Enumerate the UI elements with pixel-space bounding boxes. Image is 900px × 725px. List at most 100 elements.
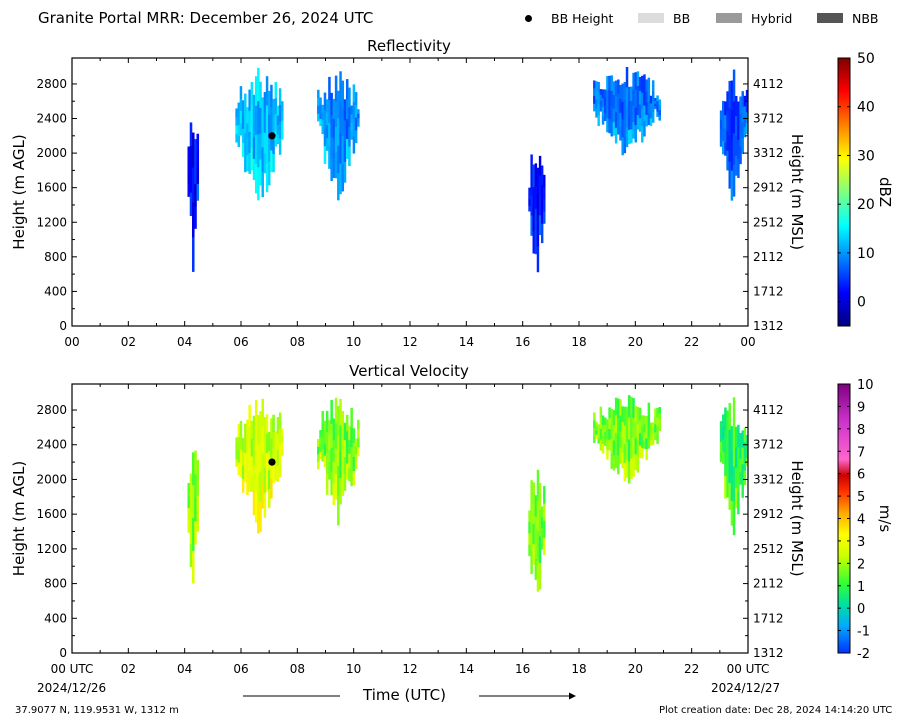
echo-cell (645, 448, 648, 461)
echo-cell (623, 443, 627, 463)
echo-cell (323, 432, 327, 445)
echo-cell (641, 92, 644, 110)
colorbar-tick-label: 40 (857, 100, 875, 116)
echo-cell (330, 447, 333, 472)
echo-cell (724, 128, 727, 143)
nbb-swatch-icon (817, 13, 843, 23)
echo-cell (268, 488, 271, 509)
echo-cell (743, 126, 747, 138)
x-tick-label: 20 (628, 335, 643, 349)
echo-cell (732, 466, 736, 501)
echo-cell (630, 437, 633, 459)
echo-cell (352, 101, 356, 120)
echo-cell (272, 448, 275, 467)
echo-cell (599, 439, 603, 451)
y2-tick-label: 4112 (753, 403, 784, 417)
echo-cell (719, 137, 723, 147)
echo-0 (187, 450, 200, 584)
echo-cell (235, 125, 238, 135)
echo-cell (534, 558, 538, 580)
y-tick-label: 1200 (36, 215, 67, 229)
echo-cell (719, 431, 723, 442)
echo-cell (257, 166, 260, 201)
echo-cell (194, 474, 197, 498)
echo-cell (281, 448, 284, 456)
echo-cell (337, 172, 340, 201)
echo-cell (250, 104, 254, 127)
echo-cell (196, 513, 200, 532)
echo-cell (636, 71, 640, 87)
colorbar-tick-label: 50 (857, 51, 875, 67)
echo-cell (724, 452, 727, 476)
echo-cell (536, 560, 540, 592)
echo-cell (241, 465, 245, 480)
echo-cell (248, 152, 251, 174)
echo-cell (332, 440, 336, 462)
echo-cell (536, 167, 540, 195)
echo-cell (343, 456, 347, 474)
y-tick-label: 1600 (36, 181, 67, 195)
echo-cell (343, 473, 347, 491)
echo-cell (252, 115, 256, 138)
echo-cell (636, 100, 640, 116)
echo-cell (252, 415, 256, 441)
echo-cell (719, 451, 723, 463)
echo-cell (246, 457, 249, 477)
echo-cell (597, 433, 600, 439)
echo-cell (252, 94, 256, 117)
colorbar-tick-label: 8 (857, 423, 865, 438)
echo-cell (601, 106, 605, 116)
echo-cell (239, 420, 243, 436)
echo-cell (265, 472, 269, 492)
echo-1 (235, 398, 284, 534)
x-tick-label: 10 (346, 335, 361, 349)
x-tick-label: 06 (233, 662, 248, 676)
y-tick-label: 2400 (36, 438, 67, 452)
echo-5 (719, 397, 748, 536)
echo-cell (263, 152, 267, 174)
echo-cell (237, 424, 241, 438)
echo-cell (593, 95, 596, 104)
echo-cell (239, 110, 243, 124)
echo-cell (728, 402, 731, 430)
echo-cell (276, 417, 280, 434)
echo-cell (325, 137, 329, 151)
echo-cell (274, 468, 278, 481)
echo-cell (593, 88, 596, 97)
echo-cell (278, 121, 282, 139)
echo-cell (528, 187, 531, 194)
echo-cell (237, 113, 241, 125)
echo-cell (357, 113, 360, 119)
echo-cell (281, 129, 284, 140)
echo-cell (735, 487, 738, 509)
echo-cell (651, 422, 655, 429)
echo-cell (250, 148, 254, 171)
echo-cell (244, 93, 247, 114)
y-axis-label: Height (m AGL) (10, 461, 28, 576)
echo-cell (647, 425, 651, 438)
echo-cell (187, 184, 191, 197)
echo-cell (265, 414, 269, 434)
echo-cell (732, 431, 736, 467)
echo-cell (634, 72, 637, 90)
echo-cell (656, 416, 659, 427)
echo-cell (259, 81, 262, 108)
echo-cell (730, 426, 734, 452)
echo-cell (330, 92, 333, 116)
echo-cell (330, 471, 333, 496)
echo-cell (323, 455, 327, 468)
echo-cell (194, 520, 197, 545)
echo-cell (350, 130, 353, 140)
echo-cell (536, 245, 540, 273)
bright-band-point (268, 458, 276, 466)
echo-cell (737, 424, 740, 448)
echo-cell (632, 89, 635, 106)
echo-cell (276, 115, 280, 126)
echo-cell (641, 425, 644, 438)
echo-cell (354, 446, 358, 455)
echo-cell (599, 89, 603, 95)
echo-cell (656, 434, 659, 444)
echo-cell (543, 199, 546, 212)
echo-1 (235, 67, 284, 201)
echo-cell (730, 80, 734, 111)
